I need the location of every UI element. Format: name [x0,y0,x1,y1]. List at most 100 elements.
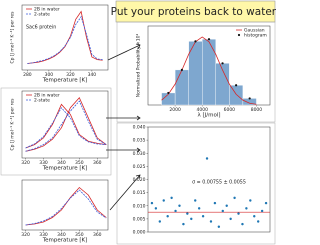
histogram-bar [229,85,244,106]
scatter-point [162,199,165,202]
y-tick-label: 0.025 [133,164,146,170]
histogram-point [248,97,251,100]
histogram-point [194,40,197,43]
scatter-point [174,209,177,213]
arrow [106,115,141,121]
scatter-point [221,209,224,213]
legend-label: 2-state [34,98,50,104]
x-axis-label: λ [J/mol] [197,113,220,119]
x-tick-label: 320 [66,72,75,78]
plot-frame [21,4,109,71]
scatter-point [205,157,209,160]
scatter-point [154,207,158,210]
arrow [106,147,141,153]
scatter-point [245,207,248,210]
scatter-point [182,222,185,226]
scatter-point [225,204,228,207]
annotation: σ = 0.00755 ± 0.0055 [192,180,246,186]
x-tick-label: 340 [57,160,66,166]
legend-label: Gaussian [244,28,265,34]
scatter-point [256,220,260,223]
y-axis-label: Cp [J mol⁻¹ K⁻¹] per res [10,98,16,151]
y-tick-label: 0.040 [133,125,146,131]
legend-label: 2-state [34,12,50,18]
x-tick-label: 330 [39,160,48,166]
arrow [107,43,141,61]
histogram-point [221,62,224,65]
scatter-point [229,217,232,221]
scatter-point [237,212,240,215]
series-line [25,189,107,226]
scatter-point [213,201,217,205]
plot-frame [21,90,109,159]
panel-frame [116,21,276,123]
scatter-point [260,209,264,213]
x-tick-label: 320 [21,160,30,166]
histogram-bar [174,69,189,106]
scatter-point [166,215,169,218]
scatter-point [178,204,181,207]
arrow [109,174,141,211]
annotation: Sac6 protein [26,25,56,31]
scatter-point [158,220,162,223]
scatter-point [264,201,268,205]
x-tick-label: 280 [23,72,32,78]
y-tick-label: 0.020 [133,177,146,183]
scatter-point [249,199,252,202]
x-tick-label: 300 [45,72,54,78]
y-tick-label: 0.005 [133,216,146,222]
scatter-point [233,196,236,200]
x-tick-label: 4000 [196,107,208,113]
histogram-point [235,84,238,87]
x-tick-label: 2000 [169,107,181,113]
x-tick-label: 350 [75,232,84,238]
plot-frame [21,179,109,231]
scatter-point [186,212,189,215]
x-axis-label: Temperature [K] [42,166,88,172]
histogram-point [207,38,211,41]
y-tick-label: 0.010 [133,203,146,209]
histogram-point [167,91,170,95]
scatter-point [197,207,201,210]
histogram-bar [202,38,216,106]
x-tick-label: 330 [39,232,48,238]
series-line [27,15,103,64]
scatter-point [241,222,244,226]
series-line [27,10,103,64]
x-tick-label: 360 [93,232,102,238]
histogram-point [180,68,183,71]
x-tick-label: 350 [75,160,84,166]
panel-frame [0,87,112,176]
scatter-point [217,225,221,228]
y-tick-label: 0.030 [133,151,146,157]
background [0,0,276,245]
scatter-point [194,199,197,202]
x-tick-label: 340 [57,232,66,238]
graphic: Put your proteins back to water! 280 300 3… [0,0,276,245]
x-tick-label: 6000 [224,107,236,113]
x-tick-label: 8000 [251,107,263,113]
arrows [106,43,141,211]
x-tick-label: 320 [21,232,30,238]
y-tick-label: 0.015 [133,190,146,196]
scatter-point [170,196,173,200]
series-line [25,100,107,152]
legend-marker [237,33,241,37]
x-tick-label: 340 [88,72,97,78]
y-axis-label: Normalized Probability ×10⁴ [136,34,142,98]
scatter-point [201,215,205,218]
series-line [25,103,107,149]
scatter-point [190,217,193,221]
y-tick-label: 0.035 [133,138,146,144]
scatter-point [150,201,154,205]
y-tick-label: 0.000 [133,230,146,236]
y-axis-label: Cp [J mol⁻¹ K⁻¹] per res [10,11,16,64]
scatter-point [209,220,213,223]
x-tick-label: 360 [93,160,102,166]
panel-frame [116,122,276,245]
legend-label: 2B in water [34,93,60,99]
series-line [25,107,107,149]
legend-label: 2B in water [34,7,60,13]
gaussian-line [161,36,257,105]
title: Put your proteins back to water! [111,6,276,18]
